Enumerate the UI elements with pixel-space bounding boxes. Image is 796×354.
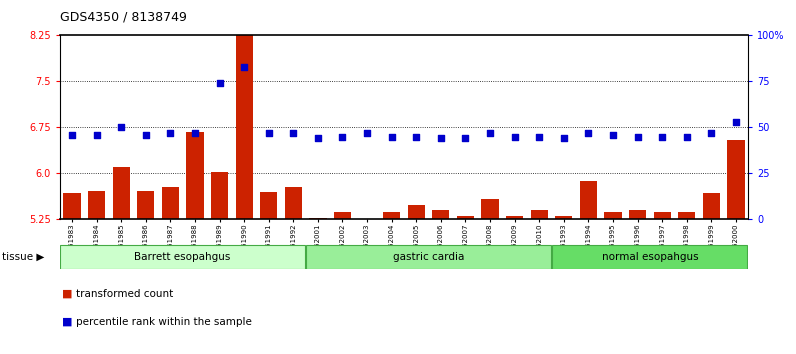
Text: ■: ■ (62, 317, 72, 327)
Bar (60, 245, 305, 269)
Bar (703, 193, 720, 219)
Point (311, 136, 324, 141)
Point (263, 130, 275, 136)
Text: transformed count: transformed count (76, 289, 173, 299)
Point (410, 134, 423, 139)
Bar (306, 245, 551, 269)
Text: Barrett esopahgus: Barrett esopahgus (135, 252, 231, 262)
Bar (604, 211, 622, 219)
Bar (285, 187, 302, 219)
Point (509, 134, 521, 139)
Point (238, 64, 251, 69)
Bar (654, 211, 671, 219)
Bar (678, 211, 696, 219)
Point (631, 134, 644, 139)
Bar (383, 211, 400, 219)
Text: gastric cardia: gastric cardia (393, 252, 464, 262)
Text: percentile rank within the sample: percentile rank within the sample (76, 317, 252, 327)
Bar (552, 245, 747, 269)
Bar (211, 172, 228, 219)
Bar (236, 15, 253, 219)
Point (656, 134, 669, 139)
Point (435, 136, 447, 141)
Text: tissue ▶: tissue ▶ (2, 252, 45, 262)
Point (385, 134, 398, 139)
Bar (186, 132, 204, 219)
Bar (310, 218, 326, 219)
Bar (260, 192, 277, 219)
Point (189, 130, 201, 136)
Bar (432, 210, 450, 219)
Point (90, 132, 103, 138)
Point (361, 130, 373, 136)
Point (336, 134, 349, 139)
Bar (506, 216, 523, 219)
Bar (334, 211, 351, 219)
Bar (457, 216, 474, 219)
Bar (482, 199, 498, 219)
Bar (579, 181, 597, 219)
Bar (408, 205, 425, 219)
Point (139, 132, 152, 138)
Point (533, 134, 545, 139)
Point (557, 136, 570, 141)
Point (730, 119, 743, 125)
Bar (728, 140, 744, 219)
Point (459, 136, 472, 141)
Bar (531, 210, 548, 219)
Point (681, 134, 693, 139)
Point (65, 132, 78, 138)
Point (164, 130, 177, 136)
Bar (162, 187, 179, 219)
Point (607, 132, 619, 138)
Bar (64, 193, 80, 219)
Point (484, 130, 497, 136)
Point (287, 130, 299, 136)
Bar (555, 216, 572, 219)
Bar (629, 210, 646, 219)
Bar (88, 191, 105, 219)
Bar (137, 191, 154, 219)
Point (582, 130, 595, 136)
Point (115, 125, 127, 130)
Bar (112, 167, 130, 219)
Point (705, 130, 718, 136)
Text: normal esopahgus: normal esopahgus (602, 252, 698, 262)
Text: GDS4350 / 8138749: GDS4350 / 8138749 (60, 11, 186, 24)
Text: ■: ■ (62, 289, 72, 299)
Point (213, 80, 226, 86)
